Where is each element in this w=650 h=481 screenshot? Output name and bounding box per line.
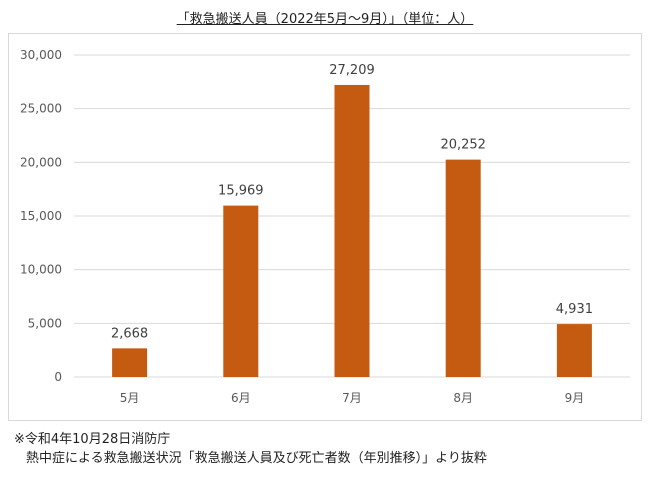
data-label: 2,668 <box>111 326 148 341</box>
bar <box>112 348 148 377</box>
y-tick-label: 15,000 <box>20 209 62 223</box>
bar <box>556 324 592 377</box>
data-label: 15,969 <box>218 184 264 199</box>
y-tick-label: 30,000 <box>20 48 62 62</box>
bar <box>223 205 259 377</box>
x-tick-label: 6月 <box>231 391 251 405</box>
y-tick-label: 20,000 <box>20 155 62 169</box>
data-label: 4,931 <box>556 302 593 317</box>
x-tick-label: 9月 <box>565 391 585 405</box>
data-label: 20,252 <box>440 138 486 153</box>
chart-title: 「救急搬送人員（2022年5月～9月）」（単位：人） <box>0 8 650 27</box>
y-tick-label: 5,000 <box>28 316 62 330</box>
source-note-line2: 熱中症による救急搬送状況「救急搬送人員及び死亡者数（年別推移）」より抜粋 <box>26 451 487 466</box>
x-tick-label: 5月 <box>120 391 140 405</box>
bar <box>445 159 481 377</box>
y-tick-label: 0 <box>54 370 62 384</box>
source-note: ※令和4年10月28日消防庁 熱中症による救急搬送状況「救急搬送人員及び死亡者数… <box>14 430 487 468</box>
bar <box>334 84 370 378</box>
data-label: 27,209 <box>329 63 375 78</box>
chart-title-text: 「救急搬送人員（2022年5月～9月）」（単位：人） <box>176 12 474 27</box>
source-note-line1: ※令和4年10月28日消防庁 <box>14 432 171 447</box>
y-tick-label: 10,000 <box>20 263 62 277</box>
y-tick-label: 25,000 <box>20 102 62 116</box>
x-tick-label: 8月 <box>453 391 473 405</box>
x-tick-label: 7月 <box>342 391 362 405</box>
